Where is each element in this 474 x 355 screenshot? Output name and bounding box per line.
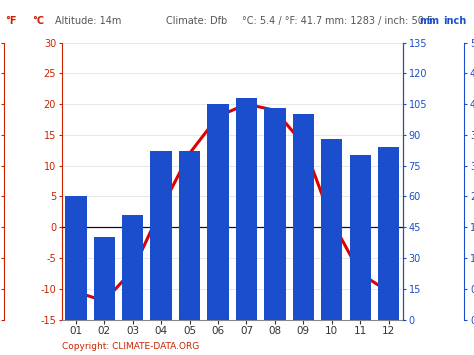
Text: mm: mm <box>419 16 439 26</box>
Bar <box>236 98 257 320</box>
Text: °C: 5.4 / °F: 41.7: °C: 5.4 / °F: 41.7 <box>242 16 322 26</box>
Text: Climate: Dfb: Climate: Dfb <box>166 16 227 26</box>
Bar <box>378 147 399 320</box>
Bar <box>349 155 371 320</box>
Text: °C: °C <box>32 16 44 26</box>
Bar <box>264 108 285 320</box>
Bar <box>321 139 342 320</box>
Text: °F: °F <box>5 16 16 26</box>
Text: inch: inch <box>443 16 466 26</box>
Bar <box>292 114 314 320</box>
Text: Copyright: CLIMATE-DATA.ORG: Copyright: CLIMATE-DATA.ORG <box>62 342 199 351</box>
Bar <box>93 237 115 320</box>
Bar <box>179 151 200 320</box>
Bar <box>65 196 86 320</box>
Bar <box>122 215 143 320</box>
Bar <box>207 104 228 320</box>
Bar <box>150 151 172 320</box>
Text: Altitude: 14m: Altitude: 14m <box>55 16 121 26</box>
Text: mm: 1283 / inch: 50.5: mm: 1283 / inch: 50.5 <box>325 16 433 26</box>
